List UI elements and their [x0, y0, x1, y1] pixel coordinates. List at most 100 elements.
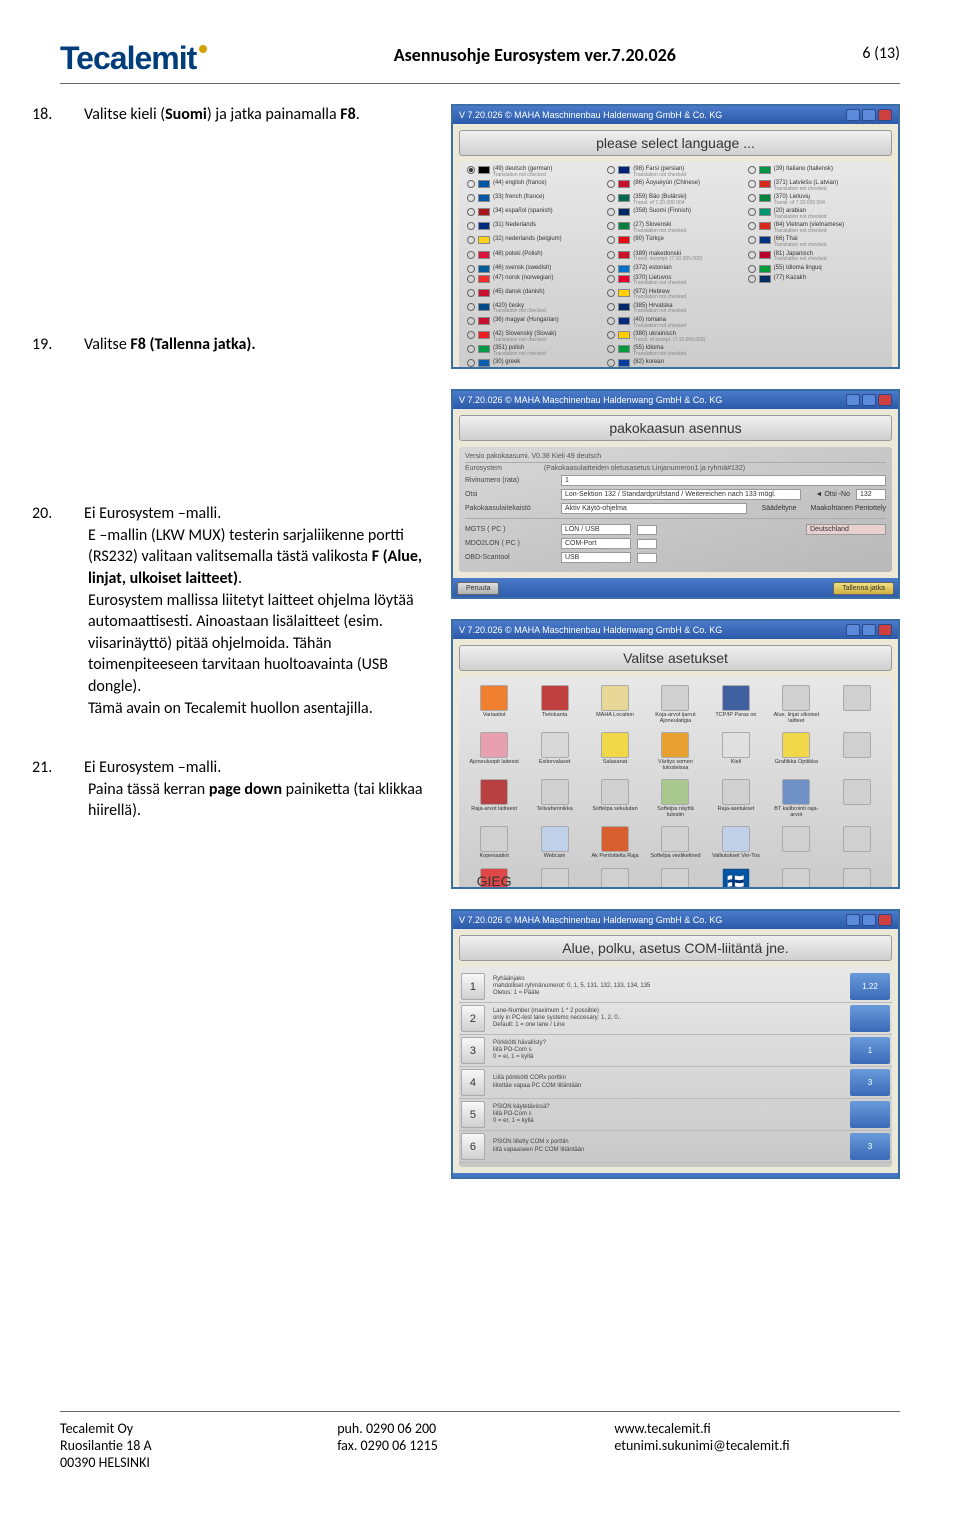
close-icon[interactable]	[878, 394, 892, 406]
minimize-icon[interactable]	[846, 394, 860, 406]
radio-icon[interactable]	[607, 208, 615, 216]
minimize-icon[interactable]	[846, 109, 860, 121]
radio-icon[interactable]	[467, 236, 475, 244]
language-option[interactable]: (385) HrvatskaTranslation not checked	[607, 303, 743, 315]
radio-icon[interactable]	[607, 359, 615, 367]
config-row[interactable]: 1Ryhäänjakomahdolliset ryhmänumerot: 0, …	[459, 971, 892, 1003]
settings-icon[interactable]: Softelpa sekulutan	[588, 779, 642, 818]
settings-icon[interactable]: Raja-asetukset	[709, 779, 763, 818]
config-row[interactable]: 4Liitä pörkkötti CORx porttiinliitettäe …	[459, 1067, 892, 1099]
language-option[interactable]: (34) español (spanish)	[467, 208, 603, 220]
minimize-icon[interactable]	[846, 624, 860, 636]
settings-icon[interactable]: Vasatu tunekasu	[648, 868, 702, 890]
settings-icon[interactable]: Itseito-ohjain	[527, 868, 581, 890]
radio-icon[interactable]	[607, 166, 615, 174]
radio-icon[interactable]	[607, 331, 615, 339]
language-option[interactable]: (370) LietuviųTransl. of 7.20.000 004	[748, 194, 884, 206]
settings-icon[interactable]: Väritys somen tulosteissa	[648, 732, 702, 771]
settings-icon[interactable]: Grafiikka Optiikka	[769, 732, 823, 771]
radio-icon[interactable]	[467, 331, 475, 339]
settings-icon[interactable]: Valliutokset Ver-Tos	[709, 826, 763, 860]
settings-icon[interactable]: Softelpa veslikelined	[648, 826, 702, 860]
radio-icon[interactable]	[748, 265, 756, 273]
settings-icon[interactable]: MAHA Location	[588, 685, 642, 724]
language-option[interactable]: (39) Italiano (Italiensk)	[748, 166, 884, 178]
language-option[interactable]: (36) magyar (Hungarian)	[467, 317, 603, 329]
settings-icon[interactable]: Variaatiot	[467, 685, 521, 724]
radio-icon[interactable]	[467, 345, 475, 353]
radio-icon[interactable]	[607, 265, 615, 273]
settings-icon[interactable]: Koja-arvot ijarrut Ajoneulaitgia	[648, 685, 702, 724]
radio-icon[interactable]	[467, 208, 475, 216]
language-option[interactable]: (31) Nederlands	[467, 222, 603, 234]
language-option[interactable]: (49) deutsch (german)Translation not che…	[467, 166, 603, 178]
language-option[interactable]: (77) Kazakh	[748, 275, 884, 287]
radio-icon[interactable]	[607, 303, 615, 311]
language-option[interactable]: (27) SlovenskiTranslation not checked	[607, 222, 743, 234]
row-value[interactable]	[850, 1005, 890, 1032]
back-button[interactable]: ◄	[457, 1177, 482, 1179]
cancel-button[interactable]: Peruuta	[457, 582, 500, 595]
language-option[interactable]: (32) nederlands (belgium)	[467, 236, 603, 248]
settings-icon[interactable]: Kieli	[709, 732, 763, 771]
language-option[interactable]: (358) Suomi (Finnish)	[607, 208, 743, 220]
radio-icon[interactable]	[607, 251, 615, 259]
language-option[interactable]: (372) estonian	[607, 265, 743, 273]
close-icon[interactable]	[878, 109, 892, 121]
settings-icon[interactable]: Salasanat	[588, 732, 642, 771]
language-option[interactable]: (81) JapanischTranslation not checked	[748, 251, 884, 263]
settings-icon[interactable]: Webcam	[527, 826, 581, 860]
settings-icon[interactable]: Telivahennikka	[527, 779, 581, 818]
radio-icon[interactable]	[467, 359, 475, 367]
language-option[interactable]: (351) polishTranslation not checked	[467, 345, 603, 357]
close-icon[interactable]	[878, 914, 892, 926]
auf-button[interactable]: Auf	[865, 1177, 894, 1179]
row-value[interactable]: 1	[850, 1037, 890, 1064]
language-option[interactable]: (359) Bǎo (Bulǎrski)Transl. of 7.20.000 …	[607, 194, 743, 206]
row-value[interactable]: 3	[850, 1133, 890, 1160]
language-option[interactable]: (370) LietuvosTranslation not checked	[607, 275, 743, 287]
maximize-icon[interactable]	[862, 109, 876, 121]
language-option[interactable]: (84) Vietnam (vietnamese)Translation not…	[748, 222, 884, 234]
save-continue-button[interactable]: Tallenna jatka	[833, 582, 894, 595]
settings-icon[interactable]: Kopenaatiot	[467, 826, 521, 860]
radio-icon[interactable]	[748, 236, 756, 244]
language-option[interactable]: (389) makedonskiTransl. incompl. (7.10.0…	[607, 251, 743, 263]
language-option[interactable]	[748, 303, 884, 315]
radio-icon[interactable]	[748, 275, 756, 283]
radio-icon[interactable]	[467, 222, 475, 230]
radio-icon[interactable]	[748, 208, 756, 216]
radio-icon[interactable]	[748, 251, 756, 259]
language-option[interactable]: (30) greek	[467, 359, 603, 367]
language-option[interactable]: (45) dansk (danish)	[467, 289, 603, 301]
language-option[interactable]: (42) Slovenský (Slovak)Translation not c…	[467, 331, 603, 343]
radio-icon[interactable]	[467, 275, 475, 283]
row-value[interactable]	[850, 1101, 890, 1128]
radio-icon[interactable]	[467, 265, 475, 273]
language-option[interactable]: (33) french (france)	[467, 194, 603, 206]
radio-icon[interactable]	[748, 194, 756, 202]
radio-icon[interactable]	[607, 345, 615, 353]
radio-icon[interactable]	[467, 317, 475, 325]
config-row[interactable]: 3Pörkkötti hävallisty?liitä PO-Com s0 = …	[459, 1035, 892, 1067]
language-option[interactable]	[748, 289, 884, 301]
language-option[interactable]: (46) svensk (swedish)	[467, 265, 603, 273]
settings-icon[interactable]: BT kalibrointi raja-arvot	[769, 779, 823, 818]
language-option[interactable]: (90) Türkçe	[607, 236, 743, 248]
language-option[interactable]: (82) korean	[607, 359, 743, 367]
maximize-icon[interactable]	[862, 624, 876, 636]
row-value[interactable]: 3	[850, 1069, 890, 1096]
settings-icon[interactable]: GIEGGieglian	[467, 868, 521, 890]
language-option[interactable]: (86) Áoyuèyún (Chinese)	[607, 180, 743, 192]
language-option[interactable]: (40) romanaTranslation not checked	[607, 317, 743, 329]
language-option[interactable]: (44) english (france)	[467, 180, 603, 192]
radio-icon[interactable]	[607, 275, 615, 283]
radio-icon[interactable]	[748, 180, 756, 188]
language-option[interactable]	[748, 345, 884, 357]
radio-icon[interactable]	[467, 303, 475, 311]
radio-icon[interactable]	[748, 166, 756, 174]
settings-icon[interactable]: 🇫🇮Suomal	[709, 868, 763, 890]
language-option[interactable]	[748, 359, 884, 367]
language-option[interactable]: (98) Farsi (persian)Translation not chec…	[607, 166, 743, 178]
language-option[interactable]: (66) ThaiTranslation not checked	[748, 236, 884, 248]
